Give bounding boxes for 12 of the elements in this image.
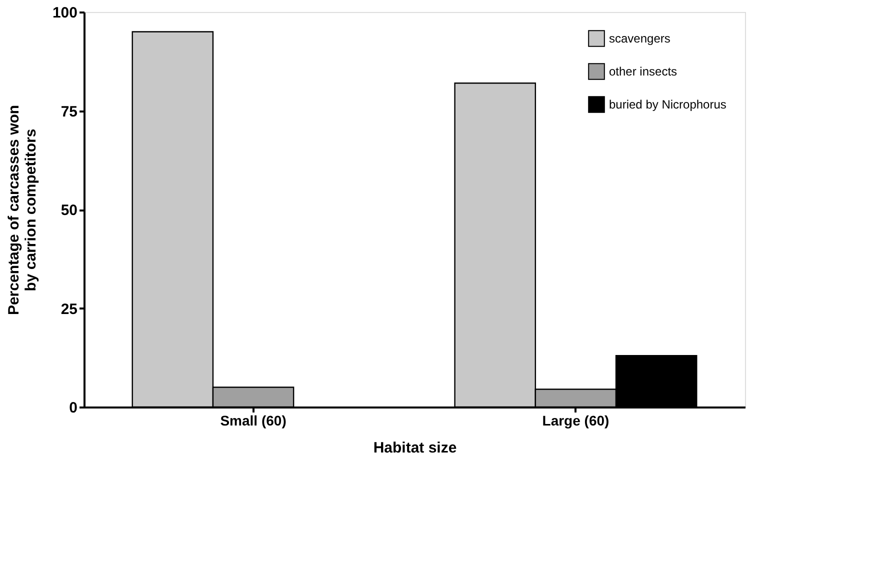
legend-label: buried by Nicrophorus xyxy=(609,98,726,112)
legend-label: other insects xyxy=(609,64,678,78)
y-axis-title: Percentage of carcasses won by carrion competitors xyxy=(5,104,40,316)
x-tick-label: Large (60) xyxy=(542,412,610,428)
y-tick-label: 25 xyxy=(60,300,78,318)
x-tick-label: Small (60) xyxy=(220,412,286,428)
y-tick-label: 50 xyxy=(60,202,78,219)
legend-label: scavengers xyxy=(609,32,670,46)
y-tick-label: 100 xyxy=(52,4,78,22)
y-tick-label: 0 xyxy=(69,400,78,416)
y-tick-label: 75 xyxy=(60,103,78,120)
x-axis-title: Habitat size xyxy=(373,440,457,456)
